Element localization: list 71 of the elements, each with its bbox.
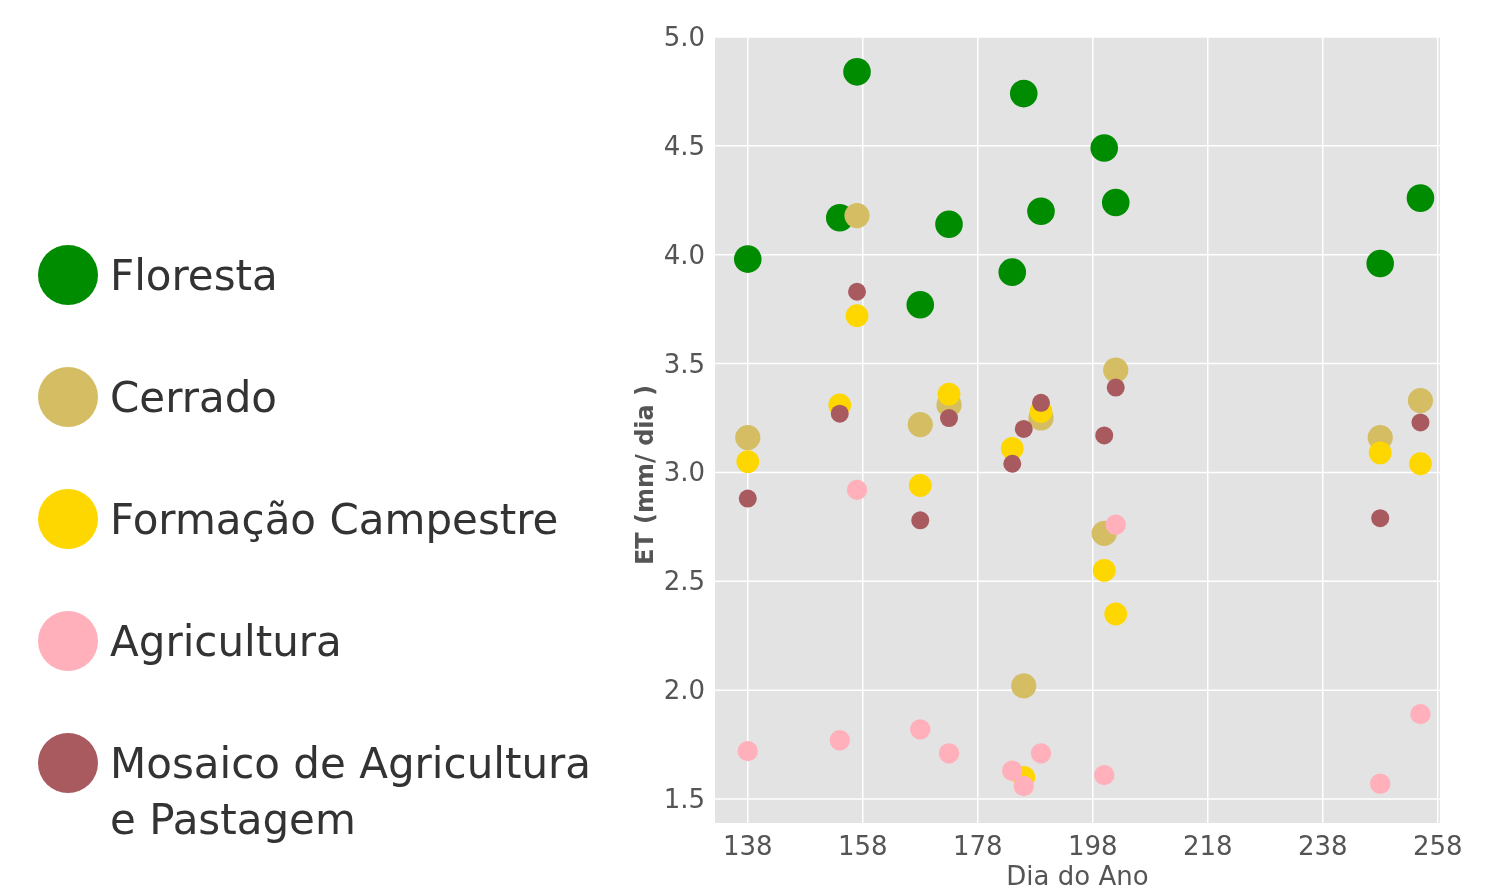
point: [998, 258, 1027, 286]
point: [1003, 454, 1022, 473]
legend-label: Agricultura: [110, 616, 342, 666]
point: [908, 474, 932, 497]
point: [1013, 775, 1034, 797]
point: [940, 409, 958, 428]
point: [1406, 184, 1435, 212]
point: [1101, 188, 1130, 217]
x-tick-label: 158: [837, 831, 888, 861]
point: [910, 719, 931, 740]
y-axis-title: ET (mm/ dia ): [631, 384, 659, 566]
point: [845, 304, 869, 328]
y-tick-label: 1.5: [663, 784, 705, 815]
point: [906, 291, 935, 319]
x-tick-label: 198: [1067, 831, 1118, 861]
point: [1366, 249, 1395, 278]
point: [1411, 413, 1430, 432]
point: [735, 425, 761, 451]
x-tick-label: 238: [1297, 831, 1348, 861]
x-tick-label: 218: [1182, 831, 1233, 861]
x-tick-label: 178: [952, 831, 1003, 861]
point: [830, 404, 849, 423]
point: [846, 479, 868, 501]
point: [1410, 703, 1431, 725]
y-tick-label: 2.0: [663, 675, 705, 706]
point: [937, 382, 961, 406]
point: [1011, 673, 1037, 699]
point: [1014, 419, 1033, 438]
point: [1104, 602, 1128, 626]
point: [848, 282, 867, 301]
point: [935, 210, 963, 239]
y-tick-label: 5.0: [663, 22, 705, 52]
point: [1105, 514, 1126, 535]
x-tick-label: 138: [722, 831, 773, 861]
legend-label: Formação Campestre: [110, 494, 559, 544]
point: [844, 202, 870, 229]
y-tick-label: 4.0: [663, 239, 705, 270]
point: [1031, 393, 1050, 412]
point: [1002, 760, 1023, 781]
point: [1090, 134, 1119, 162]
legend-label: Cerrado: [110, 372, 278, 422]
point: [1370, 773, 1391, 795]
point: [1371, 509, 1390, 528]
point: [733, 245, 762, 273]
point: [1409, 452, 1432, 476]
point: [1103, 357, 1129, 383]
x-axis-title: Dia do Ano: [1006, 861, 1149, 890]
y-tick-label: 3.5: [663, 348, 705, 379]
point: [911, 511, 930, 530]
legend-label: Floresta: [110, 250, 278, 300]
legend-label: Mosaico de Agricultura e Pastagem: [110, 738, 592, 844]
point: [1092, 559, 1116, 582]
point: [907, 411, 933, 438]
x-tick-label: 258: [1412, 831, 1463, 861]
point: [737, 740, 758, 762]
point: [1009, 79, 1038, 108]
point: [736, 450, 760, 473]
point: [1368, 441, 1392, 465]
point: [738, 489, 757, 508]
point: [843, 58, 871, 86]
point: [1030, 743, 1052, 764]
point: [1027, 197, 1055, 225]
point: [938, 743, 960, 764]
y-tick-label: 2.5: [663, 566, 705, 597]
y-tick-label: 3.0: [663, 457, 705, 488]
point: [1407, 388, 1434, 414]
point: [1095, 426, 1114, 445]
point: [829, 730, 850, 751]
point: [1094, 764, 1115, 786]
point: [1106, 378, 1125, 397]
y-tick-label: 4.5: [663, 130, 705, 161]
